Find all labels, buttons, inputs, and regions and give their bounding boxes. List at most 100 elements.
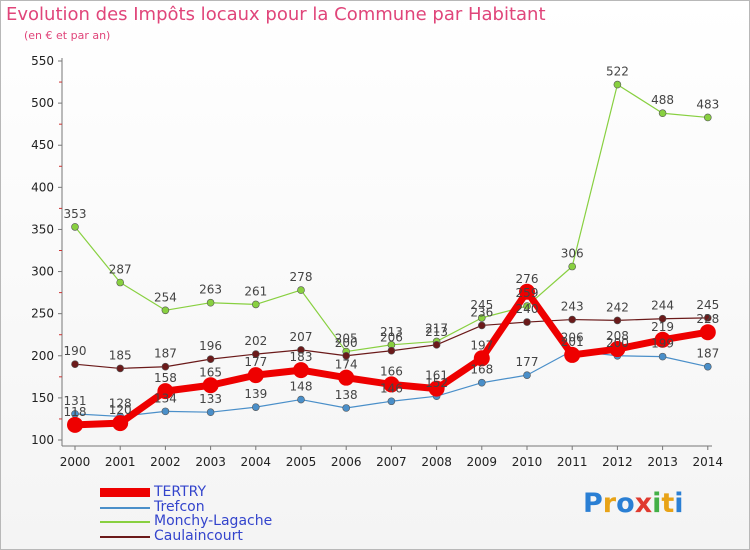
- data-label: 263: [199, 283, 222, 297]
- data-label: 259: [516, 286, 539, 300]
- data-point: [658, 352, 667, 361]
- data-label: 161: [425, 369, 448, 383]
- data-label: 206: [380, 331, 403, 345]
- data-label: 278: [290, 270, 313, 284]
- x-tick-label: 2001: [105, 455, 136, 469]
- data-label: 213: [380, 325, 403, 339]
- data-point: [157, 383, 174, 400]
- data-point: [387, 397, 396, 406]
- y-tick-label: 300: [31, 265, 54, 279]
- data-label: 152: [425, 376, 448, 390]
- data-point: [338, 369, 355, 386]
- y-tick-label: 500: [31, 96, 54, 110]
- y-tick-label: 450: [31, 138, 54, 152]
- y-tick-label: 250: [31, 307, 54, 321]
- data-label: 244: [651, 299, 674, 313]
- data-point: [252, 350, 260, 358]
- data-label: 131: [64, 394, 87, 408]
- data-point: [609, 341, 626, 358]
- data-point: [477, 321, 486, 330]
- legend-label: TERTRY: [154, 484, 207, 500]
- data-point: [297, 346, 305, 354]
- data-point: [519, 283, 535, 300]
- data-label: 128: [109, 396, 132, 410]
- logo-letter: o: [616, 488, 635, 519]
- y-tick-label: 150: [31, 391, 54, 405]
- data-label: 217: [425, 321, 448, 335]
- data-label: 522: [606, 65, 629, 79]
- data-label: 133: [199, 392, 222, 406]
- chart-title: Evolution des Impôts locaux pour la Comm…: [6, 4, 546, 25]
- data-label: 236: [470, 305, 493, 319]
- x-tick-label: 2010: [512, 455, 543, 469]
- x-tick-label: 2006: [331, 455, 362, 469]
- data-label: 353: [64, 207, 87, 221]
- data-point: [477, 314, 486, 322]
- x-tick-label: 2013: [647, 455, 678, 469]
- data-label: 200: [335, 336, 358, 350]
- data-label: 185: [109, 348, 132, 362]
- data-point: [71, 223, 79, 231]
- data-label: 168: [470, 363, 493, 377]
- data-point: [383, 376, 400, 393]
- data-point: [654, 331, 671, 348]
- data-label: 183: [290, 350, 313, 364]
- x-tick-label: 2007: [376, 455, 407, 469]
- legend-swatch: [100, 535, 150, 538]
- legend-item: TERTRY: [100, 484, 360, 501]
- logo-letter: P: [583, 488, 603, 519]
- data-label: 228: [696, 312, 719, 326]
- data-point: [161, 407, 170, 416]
- data-label: 166: [380, 364, 403, 378]
- data-label: 200: [606, 336, 629, 350]
- data-point: [473, 350, 490, 367]
- data-point: [428, 380, 445, 397]
- data-point: [387, 346, 396, 355]
- x-tick-label: 2012: [602, 455, 633, 469]
- data-point: [161, 362, 170, 371]
- data-label: 120: [109, 403, 132, 417]
- x-tick-label: 2008: [421, 455, 452, 469]
- data-label: 207: [290, 330, 313, 344]
- data-point: [206, 298, 215, 307]
- legend-label: Trefcon: [154, 498, 205, 515]
- data-label: 138: [335, 388, 358, 402]
- logo-letter: x: [634, 488, 653, 519]
- data-point: [658, 314, 667, 323]
- data-label: 118: [64, 405, 87, 419]
- data-label: 196: [199, 339, 222, 353]
- data-point: [161, 306, 170, 315]
- data-label: 208: [606, 329, 629, 343]
- data-label: 245: [470, 298, 493, 312]
- data-point: [477, 378, 486, 387]
- y-tick-label: 550: [31, 54, 54, 68]
- x-tick-label: 2000: [60, 455, 91, 469]
- data-point: [293, 362, 309, 379]
- legend-swatch: [100, 521, 150, 523]
- x-tick-label: 2009: [467, 455, 498, 469]
- data-point: [703, 314, 712, 322]
- data-point: [247, 367, 264, 384]
- data-label: 148: [290, 380, 313, 394]
- data-label: 187: [154, 347, 177, 361]
- data-label: 187: [696, 347, 719, 361]
- data-point: [116, 278, 124, 287]
- data-label: 483: [696, 97, 719, 111]
- x-tick-label: 2011: [557, 455, 588, 469]
- data-label: 213: [425, 325, 448, 339]
- y-tick-label: 400: [31, 180, 54, 194]
- data-point: [202, 377, 219, 394]
- data-label: 254: [154, 290, 177, 304]
- data-point: [613, 80, 622, 89]
- legend-label: Caulaincourt: [154, 527, 243, 544]
- data-point: [342, 351, 351, 360]
- data-label: 177: [244, 355, 267, 369]
- data-point: [613, 316, 622, 325]
- data-point: [568, 315, 577, 324]
- x-tick-label: 2002: [150, 455, 181, 469]
- data-label: 242: [606, 300, 629, 314]
- legend-swatch: [100, 506, 150, 509]
- chart-subtitle: (en € et par an): [24, 29, 111, 42]
